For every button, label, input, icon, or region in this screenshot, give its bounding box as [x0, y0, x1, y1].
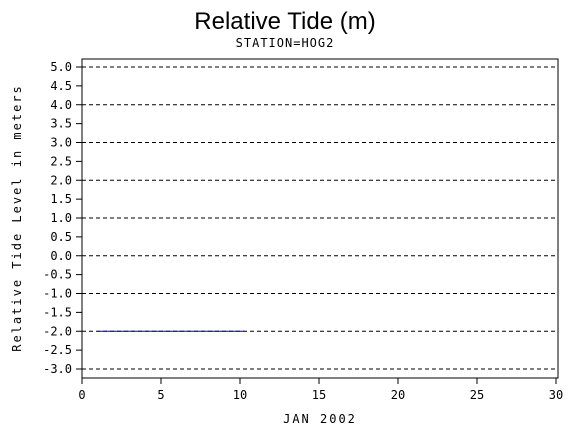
x-tick-label: 20 — [391, 388, 405, 402]
y-tick-label: 1.5 — [50, 192, 72, 206]
gridlines — [82, 66, 558, 370]
y-tick-label: 4.5 — [50, 79, 72, 93]
y-tick-label: -0.5 — [43, 268, 72, 282]
y-tick-label: 0.0 — [50, 249, 72, 263]
y-tick-label: 3.5 — [50, 117, 72, 131]
x-tick-label: 0 — [78, 388, 85, 402]
y-tick-label: 5.0 — [50, 60, 72, 74]
y-tick-label: -1.5 — [43, 305, 72, 319]
x-tick-label: 15 — [312, 388, 326, 402]
y-tick-label: 0.5 — [50, 230, 72, 244]
x-tick-label: 25 — [470, 388, 484, 402]
y-tick-label: 3.0 — [50, 136, 72, 150]
chart-subtitle: STATION=HOG2 — [236, 36, 335, 50]
x-tick-label: 5 — [157, 388, 164, 402]
y-tick-label: -3.0 — [43, 362, 72, 376]
y-tick-label: -2.5 — [43, 343, 72, 357]
chart-title: Relative Tide (m) — [194, 8, 375, 35]
x-axis-ticks: 0 5 10 15 20 25 30 — [78, 378, 563, 402]
y-tick-label: 2.0 — [50, 173, 72, 187]
y-tick-label: 1.0 — [50, 211, 72, 225]
x-tick-label: 30 — [549, 388, 563, 402]
y-tick-label: 2.5 — [50, 154, 72, 168]
y-axis-ticks: 5.0 4.5 4.0 3.5 3.0 2.5 2.0 1.5 1.0 0.5 0.0 -0.5 -1.… — [43, 60, 82, 376]
y-tick-label: -2.0 — [43, 324, 72, 338]
y-tick-label: 4.0 — [50, 98, 72, 112]
x-tick-label: 10 — [233, 388, 247, 402]
y-axis-label: Relative Tide Level in meters — [10, 84, 24, 352]
y-tick-label: -1.0 — [43, 287, 72, 301]
x-axis-label: JAN 2002 — [283, 412, 357, 426]
